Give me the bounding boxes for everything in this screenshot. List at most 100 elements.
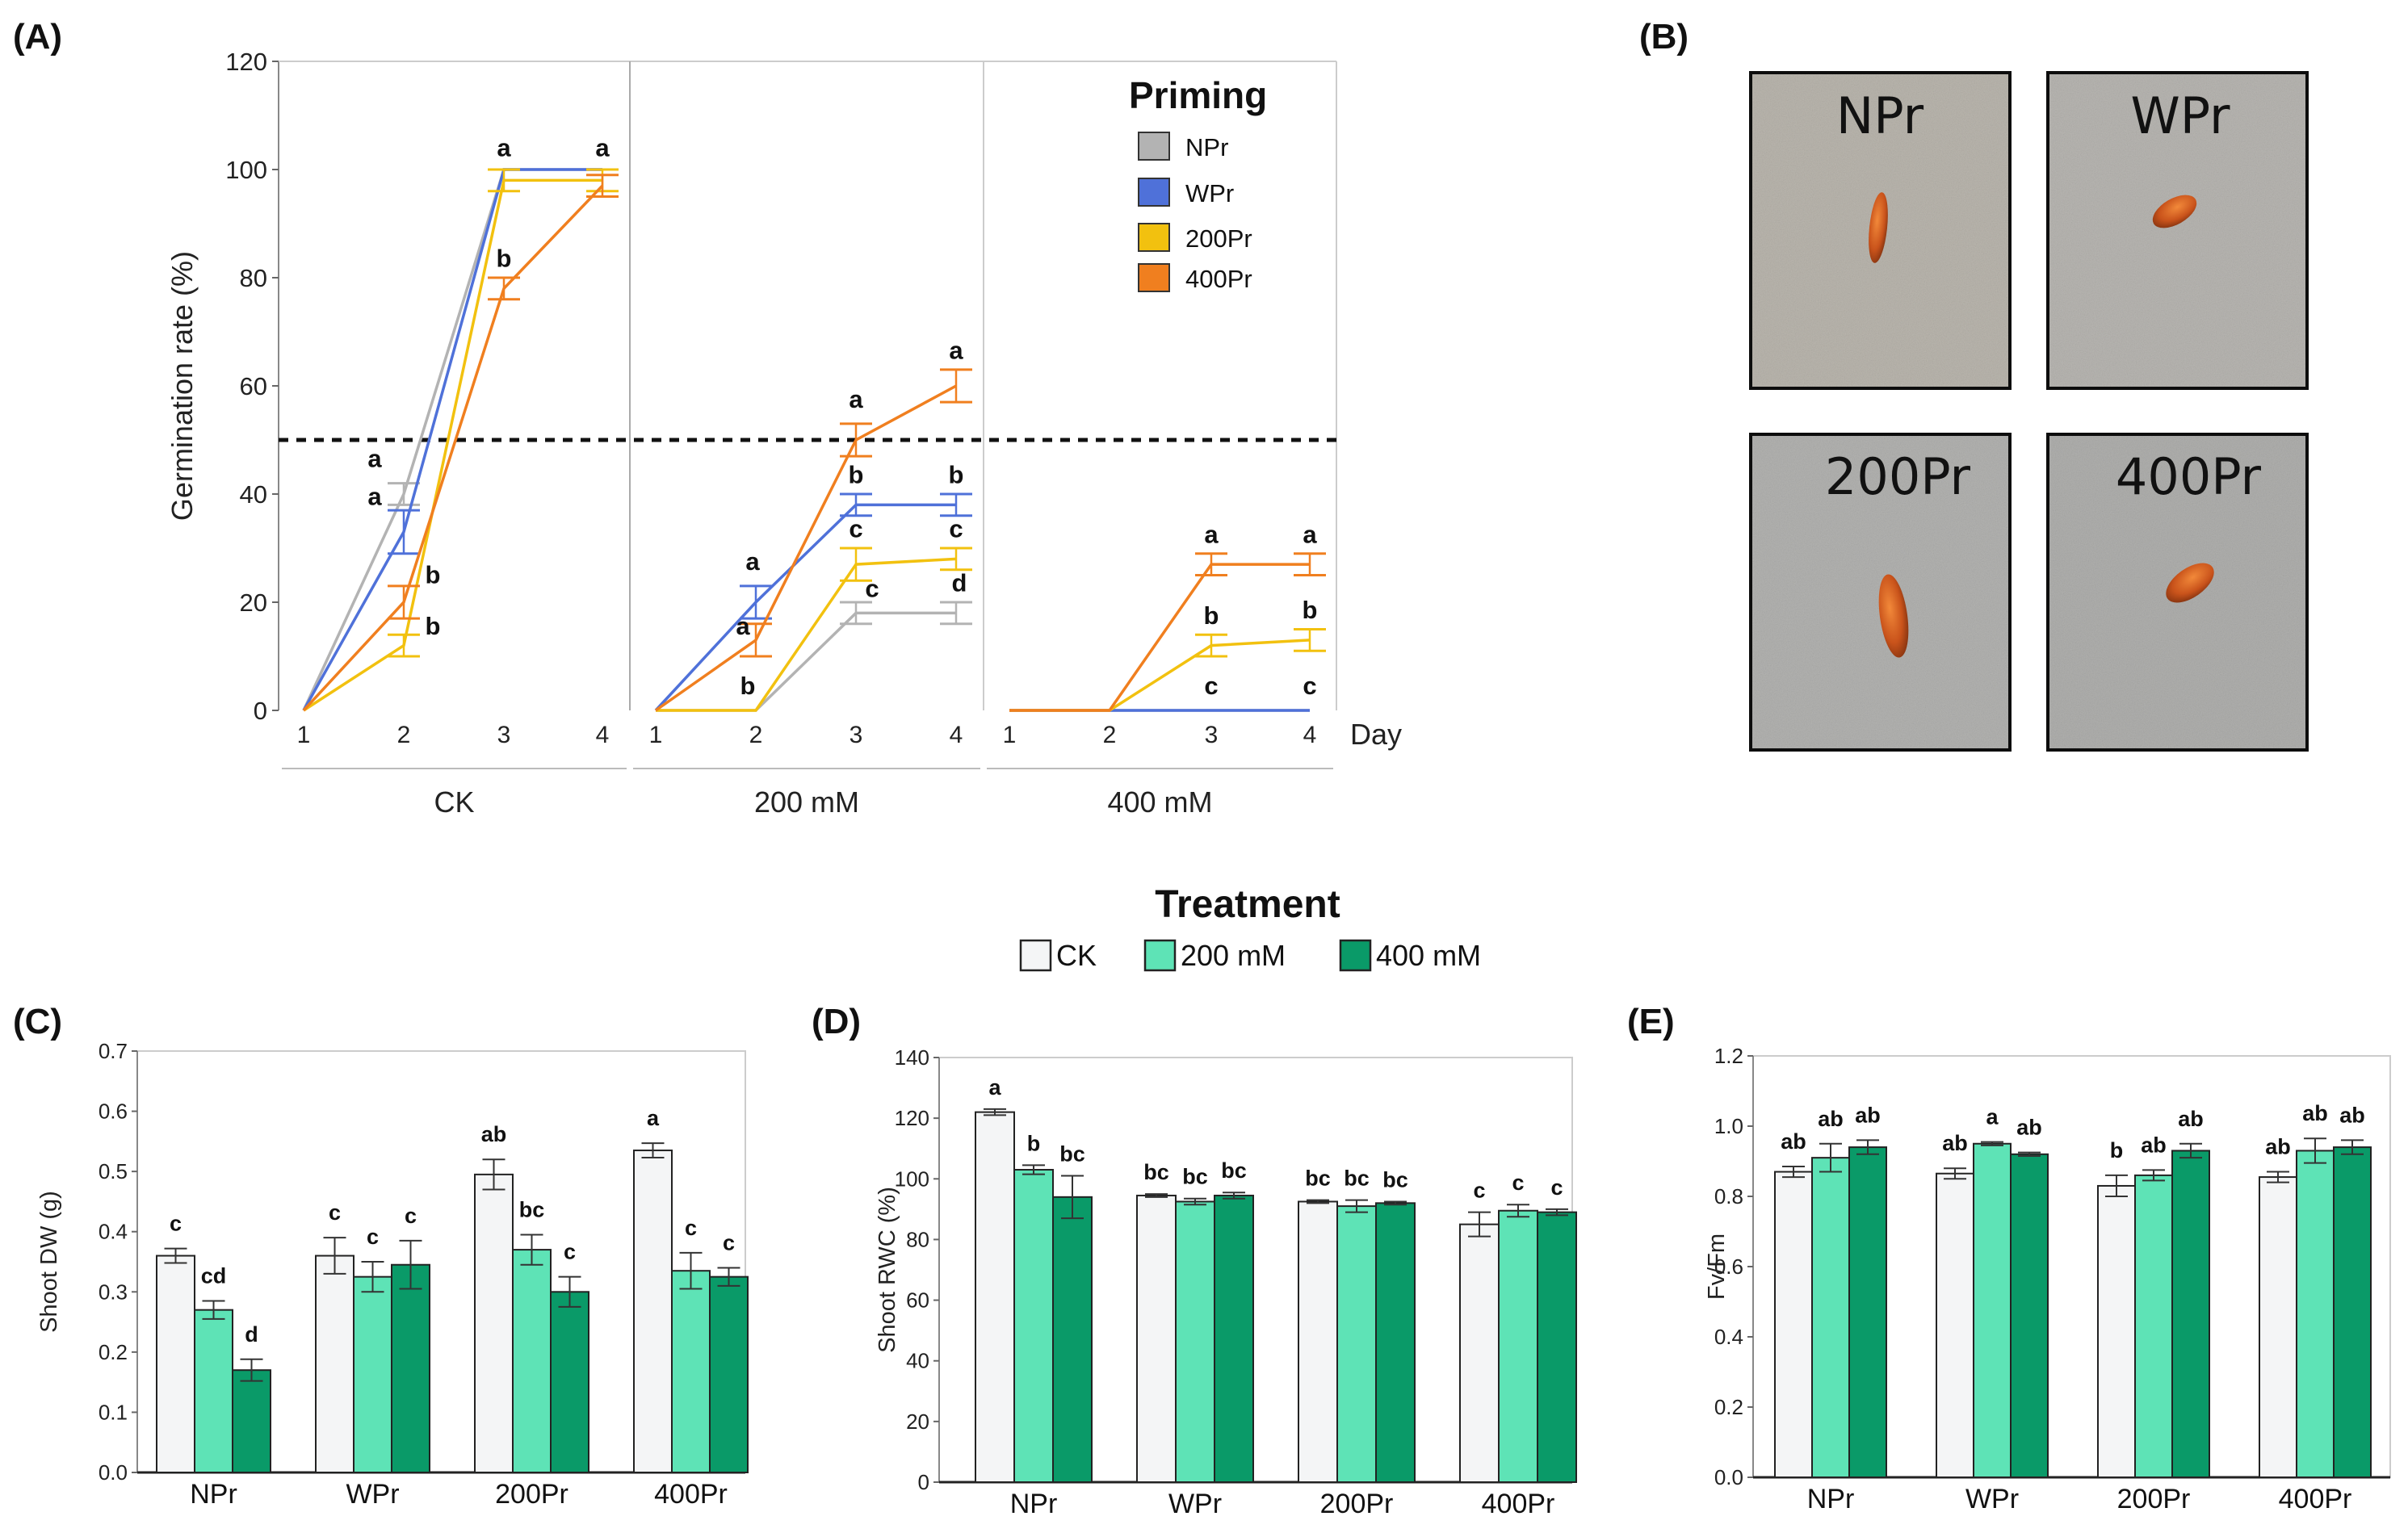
- panel-label-c: (C): [13, 1002, 62, 1041]
- bar-wpr-400mm: [2010, 1153, 2049, 1479]
- significance-letter: a: [1986, 1105, 1999, 1129]
- y-tick-label: 0.5: [99, 1159, 128, 1183]
- y-tick-label: 120: [225, 48, 267, 76]
- bar-npr-200mm: [194, 1309, 233, 1473]
- significance-letter: bc: [519, 1197, 545, 1221]
- y-tick-label: 60: [240, 372, 267, 400]
- photo-label-200pr: 200Pr: [1825, 447, 1971, 506]
- x-tick-label: 4: [950, 722, 963, 748]
- significance-letter: c: [685, 1216, 697, 1240]
- significance-letter: bc: [1182, 1165, 1208, 1189]
- bar-wpr-ck: [1136, 1194, 1177, 1483]
- significance-letter: ab: [1855, 1103, 1881, 1127]
- significance-letter: b: [740, 672, 756, 700]
- treatment-legend: Treatment CK 200 mM 400 mM: [1019, 883, 1481, 972]
- bar-200pr-400mm: [2171, 1150, 2210, 1478]
- x-axis-title: Day: [1350, 718, 1402, 751]
- significance-letter: bc: [1059, 1142, 1085, 1167]
- x-tick-label: 400Pr: [654, 1479, 728, 1510]
- series-line-wpr: [654, 503, 956, 712]
- y-tick-label: 0: [254, 697, 267, 725]
- legend-swatch-npr: [1138, 132, 1170, 161]
- significance-letter: b: [1204, 601, 1219, 630]
- significance-letter: a: [745, 547, 760, 576]
- significance-letter: c: [949, 515, 963, 543]
- significance-letter: a: [367, 482, 382, 510]
- bar-npr-ck: [1774, 1171, 1813, 1479]
- panel-label-a: (A): [13, 17, 62, 57]
- significance-letter: ab: [481, 1122, 507, 1146]
- y-tick-label: 20: [240, 588, 267, 617]
- bar-npr-ck: [975, 1111, 1015, 1483]
- bar-wpr-ck: [315, 1254, 354, 1473]
- significance-letter: a: [736, 612, 750, 640]
- bar-400pr-200mm: [671, 1270, 711, 1473]
- x-tick-label: 3: [497, 722, 511, 748]
- x-tick-label: WPr: [1965, 1484, 2019, 1514]
- x-tick-label: 200Pr: [495, 1479, 568, 1510]
- y-tick-label: 120: [895, 1106, 929, 1130]
- legend-label-wpr: WPr: [1185, 179, 1234, 207]
- bar-400pr-400mm: [2333, 1146, 2372, 1478]
- significance-letter: b: [2110, 1138, 2124, 1162]
- bar-npr-400mm: [1052, 1196, 1093, 1484]
- bar-200pr-400mm: [550, 1291, 589, 1474]
- legend-swatch-wpr: [1138, 178, 1170, 207]
- x-tick-label: 200Pr: [2117, 1484, 2191, 1514]
- bar-400pr-200mm: [1498, 1209, 1538, 1483]
- significance-letter: c: [405, 1204, 417, 1228]
- x-tick-label: NPr: [1010, 1489, 1058, 1519]
- y-tick-label: 20: [906, 1409, 929, 1434]
- legend-label-400pr: 400Pr: [1185, 265, 1252, 293]
- x-tick-label: WPr: [346, 1479, 399, 1510]
- x-tick-label: 4: [1303, 722, 1317, 748]
- significance-letter: b: [426, 561, 441, 589]
- y-tick-label: 0.1: [99, 1400, 128, 1424]
- y-tick-label: 0.0: [99, 1460, 128, 1485]
- significance-letter: d: [952, 569, 967, 597]
- significance-letter: b: [497, 245, 512, 273]
- seed-icon: [1869, 192, 1888, 263]
- treatment-legend-title: Treatment: [1155, 883, 1340, 926]
- significance-letter: b: [1303, 596, 1318, 624]
- photo-label-400pr: 400Pr: [2116, 447, 2262, 506]
- significance-letter: c: [1204, 672, 1218, 700]
- y-tick-label: 80: [906, 1227, 929, 1251]
- x-tick-label: 2: [1103, 722, 1117, 748]
- group-label: CK: [434, 785, 474, 819]
- y-axis-title: Germination rate (%): [166, 251, 199, 521]
- seed-icon: [2166, 563, 2214, 603]
- legend-label-npr: NPr: [1185, 133, 1228, 161]
- significance-letter: bc: [1382, 1167, 1408, 1192]
- x-tick-label: NPr: [190, 1479, 237, 1510]
- y-tick-label: 0.4: [1714, 1325, 1743, 1349]
- significance-letter: a: [595, 133, 610, 161]
- photo-400pr: 400Pr: [2043, 429, 2312, 755]
- bar-npr-ck: [156, 1254, 195, 1473]
- bar-npr-400mm: [232, 1369, 271, 1473]
- seed-photo-grid: NPr WPr 200Pr 400Pr: [1746, 68, 2312, 755]
- significance-letter: c: [1303, 672, 1316, 700]
- legend-swatch-200pr: [1138, 223, 1170, 252]
- significance-letter: a: [949, 337, 963, 365]
- bar-200pr-ck: [2097, 1184, 2136, 1478]
- photo-label-npr: NPr: [1836, 86, 1924, 145]
- significance-letter: a: [647, 1106, 660, 1130]
- bar-200pr-200mm: [2134, 1174, 2173, 1479]
- legend-swatch-ck: [1019, 939, 1052, 972]
- legend-label-200mm: 200 mM: [1181, 939, 1286, 972]
- significance-letter: ab: [2302, 1101, 2328, 1125]
- significance-letter: bc: [1221, 1158, 1247, 1183]
- y-axis-title: Shoot DW (g): [36, 1191, 62, 1333]
- significance-letter: c: [723, 1230, 735, 1254]
- significance-letter: c: [1473, 1179, 1485, 1203]
- x-tick-label: 3: [1205, 722, 1219, 748]
- bar-wpr-200mm: [1175, 1200, 1215, 1483]
- group-label: 200 mM: [754, 785, 859, 819]
- y-tick-label: 0.2: [1714, 1395, 1743, 1419]
- significance-letter: c: [367, 1225, 379, 1249]
- significance-letter: b: [1027, 1131, 1041, 1155]
- bar-wpr-200mm: [353, 1275, 392, 1473]
- legend-swatch-200mm: [1143, 939, 1177, 972]
